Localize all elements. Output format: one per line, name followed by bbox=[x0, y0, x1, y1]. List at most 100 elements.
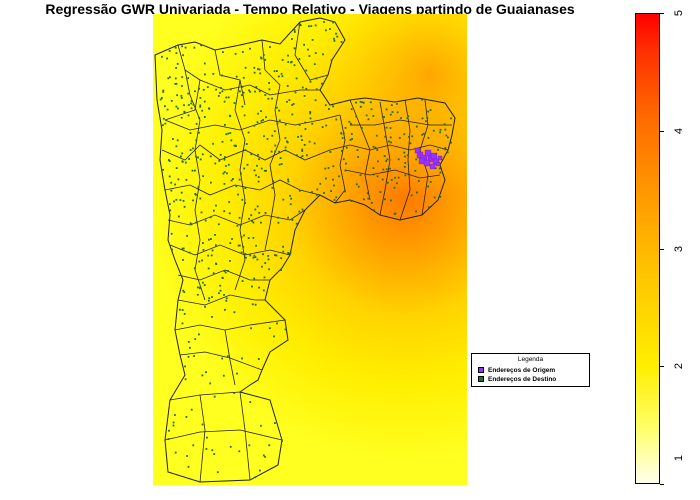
destination-point bbox=[281, 75, 284, 78]
destination-point bbox=[274, 254, 276, 256]
destination-point bbox=[261, 265, 263, 268]
destination-point bbox=[332, 178, 334, 181]
destination-point bbox=[336, 35, 339, 38]
destination-point bbox=[406, 154, 409, 157]
destination-point bbox=[229, 88, 232, 91]
destination-point bbox=[166, 108, 169, 111]
destination-point bbox=[260, 57, 263, 60]
destination-point bbox=[182, 200, 185, 202]
destination-point bbox=[341, 150, 343, 152]
destination-point bbox=[280, 163, 283, 165]
destination-point bbox=[192, 444, 195, 447]
destination-point bbox=[241, 51, 244, 53]
destination-point bbox=[166, 57, 168, 60]
destination-point bbox=[249, 47, 251, 50]
destination-point bbox=[309, 117, 312, 120]
destination-point bbox=[349, 139, 352, 141]
destination-point bbox=[427, 137, 430, 139]
destination-point bbox=[162, 117, 165, 120]
colorbar-label: 2 bbox=[673, 362, 685, 370]
destination-point bbox=[204, 305, 206, 308]
destination-point bbox=[305, 69, 308, 72]
destination-point bbox=[203, 62, 206, 65]
destination-point bbox=[183, 313, 186, 315]
destination-point bbox=[223, 210, 226, 213]
destination-point bbox=[258, 90, 261, 93]
destination-point bbox=[278, 150, 280, 153]
destination-point bbox=[297, 136, 299, 138]
destination-point bbox=[200, 44, 203, 47]
destination-point bbox=[376, 149, 379, 151]
destination-point bbox=[247, 237, 250, 239]
destination-point bbox=[221, 90, 224, 93]
destination-point bbox=[251, 285, 253, 288]
destination-point bbox=[397, 158, 400, 161]
destination-point bbox=[389, 136, 392, 139]
destination-point bbox=[335, 32, 337, 35]
destination-point bbox=[238, 178, 241, 181]
destination-point bbox=[333, 39, 336, 42]
destination-point bbox=[293, 64, 296, 67]
destination-point bbox=[219, 153, 222, 156]
destination-point bbox=[180, 155, 182, 158]
destination-point bbox=[211, 249, 214, 252]
destination-point bbox=[176, 139, 179, 142]
legend-item-origin: Endereços de Origem bbox=[478, 367, 555, 374]
destination-point bbox=[173, 200, 175, 203]
destination-point bbox=[245, 256, 247, 259]
destination-point bbox=[204, 219, 207, 222]
destination-point bbox=[233, 102, 236, 104]
destination-point bbox=[168, 175, 171, 178]
destination-point bbox=[199, 105, 202, 108]
destination-point bbox=[233, 311, 236, 314]
destination-point bbox=[286, 85, 289, 87]
destination-point bbox=[374, 146, 377, 149]
destination-point bbox=[434, 167, 437, 170]
destination-point bbox=[381, 178, 384, 181]
colorbar-tick bbox=[660, 249, 664, 250]
destination-point bbox=[289, 203, 292, 206]
destination-point bbox=[273, 335, 275, 338]
destination-point bbox=[267, 255, 270, 257]
destination-point bbox=[308, 55, 311, 57]
destination-point bbox=[415, 158, 417, 161]
destination-point bbox=[333, 184, 335, 187]
colorbar-tick bbox=[660, 13, 664, 14]
destination-point bbox=[184, 378, 187, 381]
colorbar-tick bbox=[660, 484, 664, 485]
destination-point bbox=[251, 303, 254, 306]
destination-point bbox=[229, 445, 232, 448]
destination-point bbox=[199, 97, 202, 99]
destination-point bbox=[248, 444, 251, 447]
destination-point bbox=[291, 113, 294, 116]
destination-point bbox=[414, 169, 417, 172]
destination-point bbox=[361, 127, 363, 129]
destination-point bbox=[192, 147, 194, 150]
destination-point bbox=[306, 154, 308, 157]
destination-point bbox=[185, 179, 188, 181]
destination-point bbox=[287, 252, 289, 254]
destination-point bbox=[286, 141, 289, 144]
destination-point bbox=[239, 90, 241, 93]
destination-point bbox=[242, 245, 245, 248]
destination-point bbox=[263, 135, 265, 138]
destination-point bbox=[180, 97, 183, 99]
destination-point bbox=[199, 286, 202, 289]
destination-point bbox=[208, 107, 210, 110]
destination-point bbox=[206, 436, 208, 439]
destination-point bbox=[219, 289, 222, 292]
destination-point bbox=[164, 105, 166, 108]
destination-point bbox=[439, 128, 442, 131]
destination-point bbox=[245, 143, 248, 145]
destination-point bbox=[201, 281, 204, 284]
destination-point bbox=[252, 221, 255, 224]
destination-point bbox=[355, 183, 358, 186]
destination-point bbox=[214, 162, 217, 165]
destination-point bbox=[186, 235, 188, 237]
destination-point bbox=[257, 358, 260, 360]
destination-point bbox=[296, 154, 298, 157]
destination-point bbox=[226, 172, 228, 175]
destination-point bbox=[332, 165, 335, 168]
destination-point bbox=[396, 182, 398, 185]
destination-point bbox=[225, 96, 228, 99]
